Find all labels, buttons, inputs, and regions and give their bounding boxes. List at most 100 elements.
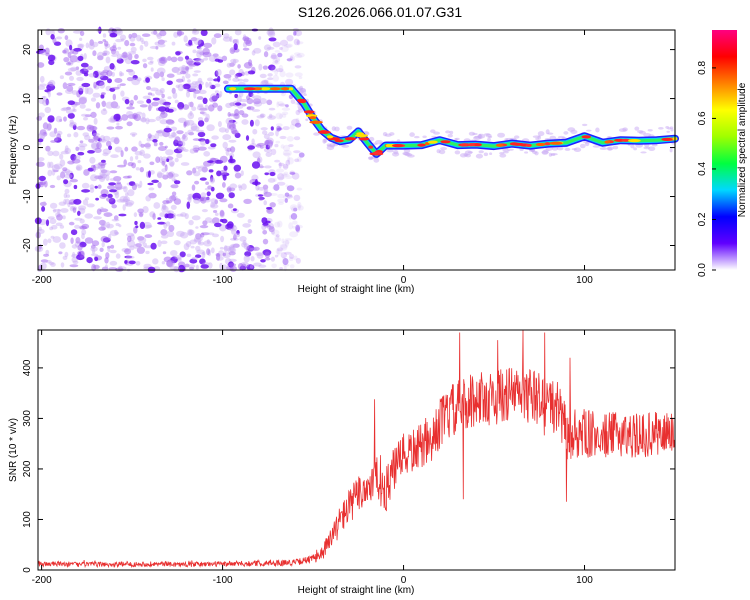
noise-blob bbox=[150, 67, 154, 72]
noise-blob bbox=[142, 242, 147, 247]
noise-blob bbox=[267, 178, 276, 183]
ridge-haze-blob bbox=[368, 156, 373, 161]
noise-blob bbox=[192, 28, 197, 34]
noise-blob bbox=[118, 71, 123, 77]
noise-blob bbox=[83, 169, 90, 176]
noise-blob bbox=[122, 204, 126, 211]
noise-blob bbox=[189, 258, 198, 264]
noise-blob bbox=[297, 108, 304, 113]
noise-blob bbox=[252, 246, 260, 251]
noise-blob bbox=[276, 181, 286, 186]
noise-blob bbox=[272, 58, 281, 63]
noise-blob bbox=[188, 229, 193, 236]
noise-blob bbox=[280, 144, 285, 149]
noise-blob bbox=[47, 150, 54, 156]
noise-blob bbox=[283, 44, 292, 48]
noise-blob bbox=[133, 212, 138, 218]
noise-blob bbox=[273, 177, 277, 182]
noise-blob bbox=[223, 33, 230, 39]
noise-blob bbox=[289, 231, 299, 238]
noise-blob bbox=[233, 232, 241, 238]
noise-blob bbox=[123, 185, 128, 193]
noise-blob bbox=[174, 157, 179, 163]
noise-blob bbox=[192, 73, 199, 77]
noise-blob bbox=[121, 114, 129, 121]
noise-blob bbox=[157, 43, 166, 48]
noise-blob bbox=[77, 210, 81, 216]
noise-blob bbox=[156, 171, 163, 179]
ridge-haze-blob bbox=[503, 151, 509, 154]
noise-blob bbox=[148, 192, 157, 199]
noise-blob bbox=[272, 186, 277, 190]
ridge-haze-blob bbox=[549, 135, 557, 140]
noise-blob bbox=[139, 37, 144, 42]
noise-blob bbox=[231, 129, 239, 135]
ridge-haze-blob bbox=[532, 135, 541, 138]
noise-blob bbox=[166, 119, 175, 125]
noise-blob bbox=[210, 143, 217, 148]
noise-blob bbox=[98, 226, 106, 231]
noise-blob bbox=[267, 73, 273, 77]
noise-blob bbox=[256, 115, 265, 119]
noise-blob bbox=[280, 244, 288, 251]
noise-blob bbox=[90, 246, 98, 252]
noise-blob bbox=[36, 245, 42, 252]
noise-blob bbox=[38, 112, 45, 118]
noise-blob bbox=[85, 108, 92, 112]
noise-blob bbox=[158, 60, 166, 66]
noise-blob bbox=[120, 150, 124, 158]
noise-blob bbox=[254, 179, 258, 187]
noise-blob bbox=[221, 218, 228, 224]
noise-blob bbox=[53, 127, 58, 134]
noise-blob bbox=[86, 87, 94, 95]
ridge-peak bbox=[311, 120, 321, 124]
noise-blob bbox=[102, 52, 107, 56]
noise-blob bbox=[77, 151, 85, 156]
noise-blob bbox=[60, 208, 69, 213]
noise-blob bbox=[109, 63, 115, 70]
ridge-peak bbox=[544, 142, 551, 146]
noise-blob bbox=[289, 172, 296, 175]
noise-blob bbox=[157, 217, 162, 220]
spectrogram-frame bbox=[37, 29, 676, 271]
noise-blob bbox=[160, 156, 168, 163]
noise-blob bbox=[37, 157, 45, 162]
noise-blob bbox=[39, 201, 47, 207]
noise-blob bbox=[284, 239, 289, 247]
ridge-haze-blob bbox=[647, 129, 653, 132]
ridge-haze-blob bbox=[643, 133, 651, 137]
noise-blob bbox=[205, 181, 210, 185]
noise-blob bbox=[214, 199, 218, 205]
noise-blob bbox=[121, 52, 128, 59]
noise-blob bbox=[169, 161, 175, 168]
noise-blob bbox=[84, 197, 90, 201]
noise-blob bbox=[241, 113, 249, 118]
noise-blob bbox=[65, 88, 74, 94]
noise-blob bbox=[78, 205, 87, 211]
noise-blob bbox=[128, 33, 132, 39]
noise-blob bbox=[62, 255, 68, 260]
noise-blob bbox=[182, 83, 191, 90]
noise-blob bbox=[229, 113, 236, 117]
noise-blob bbox=[267, 115, 276, 120]
noise-blob bbox=[56, 175, 61, 181]
noise-blob bbox=[228, 158, 236, 164]
ridge-peak bbox=[229, 87, 237, 91]
noise-blob bbox=[102, 148, 111, 155]
noise-blob bbox=[35, 161, 45, 167]
noise-blob bbox=[103, 212, 113, 218]
ridge-peak bbox=[525, 143, 532, 147]
noise-blob bbox=[46, 84, 56, 91]
noise-blob bbox=[116, 199, 125, 203]
noise-blob bbox=[92, 70, 99, 78]
colorbar-tick-label: 0.2 bbox=[697, 212, 708, 226]
noise-blob bbox=[193, 197, 201, 204]
noise-blob bbox=[159, 212, 166, 218]
noise-blob bbox=[99, 135, 106, 142]
noise-blob bbox=[125, 255, 135, 259]
noise-blob bbox=[137, 160, 142, 164]
noise-blob bbox=[72, 207, 77, 213]
noise-blob bbox=[207, 185, 213, 190]
noise-blob bbox=[99, 75, 109, 81]
noise-blob bbox=[284, 192, 290, 197]
